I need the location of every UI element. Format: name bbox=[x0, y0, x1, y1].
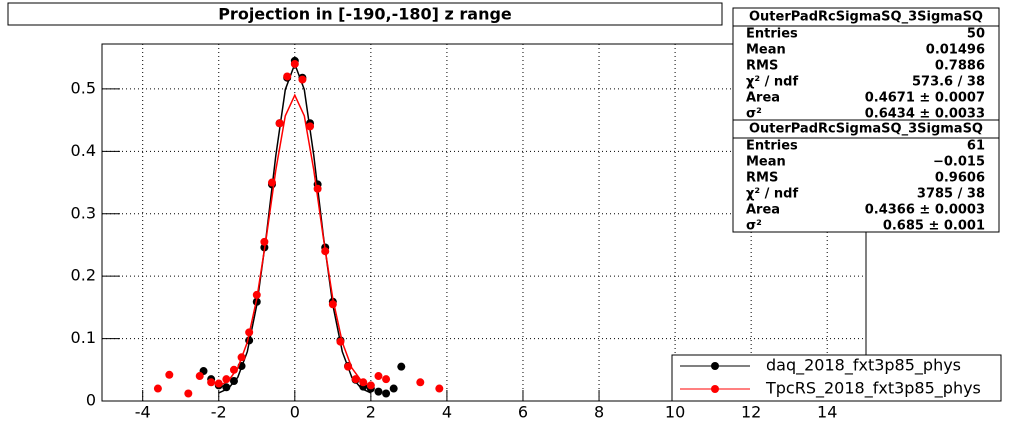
stats-label: Entries bbox=[746, 27, 798, 42]
legend-marker bbox=[711, 362, 719, 370]
y-tick-label: 0.3 bbox=[71, 203, 96, 222]
stats-label: RMS bbox=[746, 171, 778, 186]
data-point bbox=[382, 389, 391, 398]
data-point bbox=[351, 375, 360, 384]
legend-label: daq_2018_fxt3p85_phys bbox=[766, 356, 961, 376]
stats-label: Area bbox=[746, 203, 780, 218]
title-box bbox=[7, 2, 723, 26]
x-tick-label: 0 bbox=[290, 403, 300, 422]
stats-label: χ² / ndf bbox=[746, 75, 798, 90]
stats-label: RMS bbox=[746, 59, 778, 74]
x-tick-label: 12 bbox=[741, 403, 761, 422]
stats-label: σ² bbox=[746, 219, 762, 234]
stats-label: σ² bbox=[746, 107, 762, 122]
data-point bbox=[153, 384, 162, 393]
fit-curve bbox=[218, 93, 372, 387]
stats-value: 0.4366 ± 0.0003 bbox=[865, 203, 985, 218]
y-tick-label: 0.4 bbox=[71, 141, 96, 160]
data-point bbox=[184, 389, 193, 398]
x-tick-label: 8 bbox=[594, 403, 604, 422]
x-tick-label: -4 bbox=[135, 403, 151, 422]
data-point bbox=[298, 75, 307, 84]
y-tick-label: 0 bbox=[86, 391, 96, 410]
stats-value: 573.6 / 38 bbox=[912, 75, 985, 90]
stats-label: Mean bbox=[746, 155, 786, 170]
stats-box bbox=[732, 119, 1000, 233]
stats-value: 61 bbox=[967, 139, 985, 154]
stats-label: Entries bbox=[746, 139, 798, 154]
legend-label: TpcRS_2018_fxt3p85_phys bbox=[765, 379, 981, 399]
y-tick-label: 0.2 bbox=[71, 266, 96, 285]
stats-value: 0.4671 ± 0.0007 bbox=[865, 91, 985, 106]
data-point bbox=[283, 72, 292, 81]
x-tick-label: 2 bbox=[366, 403, 376, 422]
data-point bbox=[397, 362, 406, 371]
x-tick-label: 10 bbox=[665, 403, 685, 422]
stats-title: OuterPadRcSigmaSQ_3SigmaSQ bbox=[749, 10, 983, 25]
data-point bbox=[435, 384, 444, 393]
data-point bbox=[260, 237, 269, 246]
data-point bbox=[374, 387, 383, 396]
stats-value: 50 bbox=[967, 27, 985, 42]
stats-value: 0.6434 ± 0.0033 bbox=[865, 107, 985, 122]
data-point bbox=[165, 370, 174, 379]
x-tick-label: 6 bbox=[518, 403, 528, 422]
stats-label: Mean bbox=[746, 43, 786, 58]
data-point bbox=[229, 365, 238, 374]
data-point bbox=[389, 384, 398, 393]
stats-value: 0.685 ± 0.001 bbox=[883, 219, 985, 234]
stats-value: 3785 / 38 bbox=[917, 187, 985, 202]
legend-marker bbox=[711, 385, 719, 393]
stats-box bbox=[732, 7, 1000, 121]
data-point bbox=[214, 379, 223, 388]
data-point bbox=[313, 184, 322, 193]
y-tick-label: 0.1 bbox=[71, 328, 96, 347]
stats-title: OuterPadRcSigmaSQ_3SigmaSQ bbox=[749, 122, 983, 137]
stats-value: −0.015 bbox=[933, 155, 985, 170]
stats-label: χ² / ndf bbox=[746, 187, 798, 202]
x-tick-label: 14 bbox=[817, 403, 837, 422]
y-tick-label: 0.5 bbox=[71, 78, 96, 97]
data-point bbox=[416, 378, 425, 387]
stats-value: 0.9606 bbox=[935, 171, 985, 186]
stats-label: Area bbox=[746, 91, 780, 106]
data-point bbox=[275, 119, 284, 128]
data-point bbox=[290, 59, 299, 68]
stats-value: 0.7886 bbox=[935, 59, 985, 74]
data-point bbox=[195, 372, 204, 381]
x-tick-label: 4 bbox=[442, 403, 452, 422]
data-point bbox=[374, 372, 383, 381]
legend-box bbox=[671, 354, 1002, 402]
x-tick-label: -2 bbox=[211, 403, 227, 422]
chart-title: Projection in [-190,-180] z range bbox=[218, 5, 512, 24]
data-point bbox=[207, 378, 216, 387]
data-point bbox=[306, 122, 315, 131]
data-point bbox=[382, 375, 391, 384]
stats-value: 0.01496 bbox=[926, 43, 985, 58]
